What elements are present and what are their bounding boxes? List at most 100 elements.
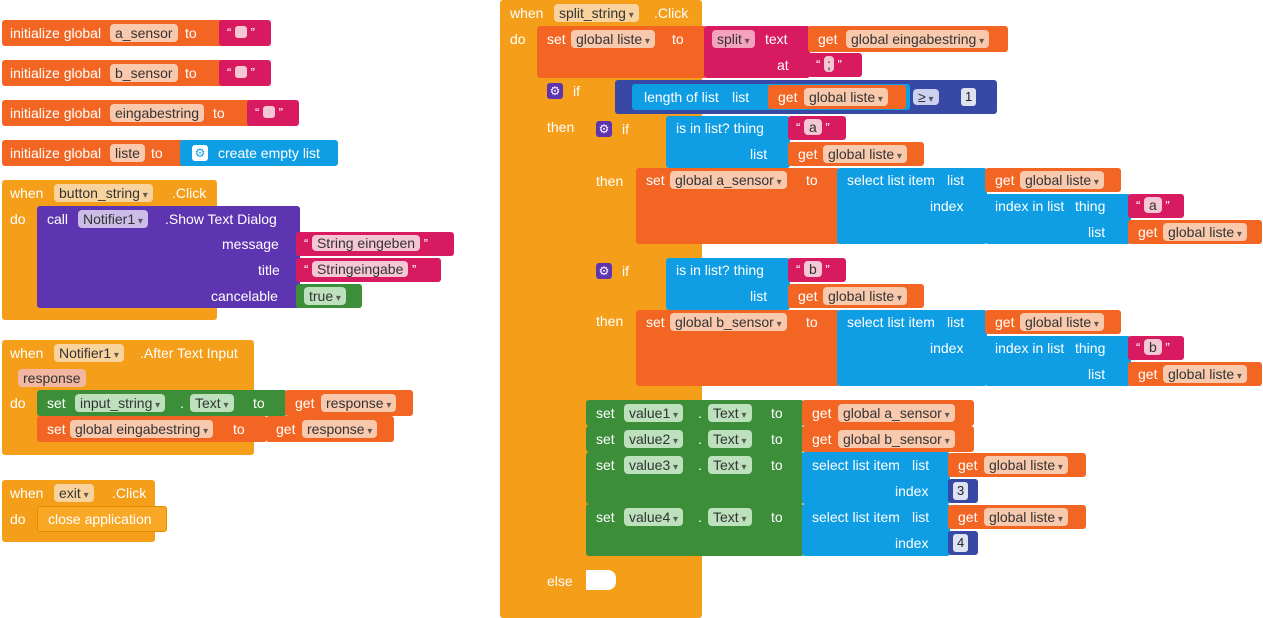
gear-icon[interactable]: ⚙ (547, 83, 563, 99)
get-global-liste-block[interactable]: get global liste (788, 142, 924, 166)
number-block[interactable]: 1 (956, 85, 986, 109)
select-list-item-value3-block[interactable]: select list item list index (802, 452, 950, 504)
close-application-block[interactable]: close application (37, 506, 167, 532)
component-dropdown[interactable]: exit (54, 484, 94, 502)
thing-string[interactable]: “ a ” (1130, 194, 1176, 218)
get-global-liste-block[interactable]: get global liste (1128, 362, 1262, 386)
get-global-liste-block[interactable]: get global liste (948, 505, 1086, 529)
thing-text-field[interactable]: a (1143, 197, 1162, 213)
thing-text-field[interactable]: a (803, 119, 822, 135)
property-dropdown[interactable]: Text (708, 404, 752, 422)
create-empty-list-block[interactable]: ⚙ create empty list (180, 140, 338, 166)
empty-text-field[interactable] (262, 106, 275, 118)
init-global-liste-block[interactable]: initialize global liste to (2, 140, 187, 166)
get-global-liste-block[interactable]: get global liste (768, 85, 906, 109)
get-global-a-sensor-block[interactable]: get global a_sensor (802, 400, 974, 426)
empty-string-value[interactable]: “ ” (221, 21, 261, 45)
property-dropdown[interactable]: Text (190, 394, 234, 412)
index-in-list-b-block[interactable]: index in list thing list (985, 336, 1131, 386)
variable-dropdown[interactable]: global eingabestring (70, 420, 214, 438)
thing-text-field[interactable]: b (1143, 339, 1162, 355)
empty-string-block[interactable]: “ ” (219, 20, 271, 46)
get-global-liste-block[interactable]: get global liste (948, 453, 1086, 477)
init-global-a-sensor-block[interactable]: initialize global a_sensor to (2, 20, 232, 46)
get-global-liste-block[interactable]: get global liste (985, 168, 1121, 192)
empty-text-field[interactable] (234, 26, 247, 38)
variable-dropdown[interactable]: global b_sensor (838, 430, 955, 448)
set-value2-text-block[interactable]: set value2 . Text to (586, 426, 804, 452)
message-string-block[interactable]: “ String eingeben ” (296, 232, 454, 256)
compare-dropdown[interactable]: ≥ (913, 87, 939, 109)
number-value[interactable]: 1 (961, 88, 977, 106)
variable-dropdown[interactable]: global eingabestring (846, 30, 990, 48)
notifier-dropdown[interactable]: Notifier1 (78, 210, 148, 228)
thing-string[interactable]: “ a ” (790, 116, 836, 140)
property-dropdown[interactable]: Text (708, 508, 752, 526)
global-var-name-field[interactable]: a_sensor (110, 24, 178, 42)
gear-icon[interactable]: ⚙ (596, 263, 612, 279)
empty-string-value[interactable]: “ ” (221, 61, 261, 85)
split-text-block[interactable]: split text at (704, 26, 810, 78)
component-dropdown[interactable]: value1 (624, 404, 684, 422)
gear-icon[interactable]: ⚙ (192, 145, 208, 161)
variable-dropdown[interactable]: global liste (984, 508, 1068, 526)
set-input-string-text-block[interactable]: set input_string . Text to (37, 390, 287, 416)
get-global-eingabestring-block[interactable]: get global eingabestring (808, 26, 1008, 52)
set-value3-text-block[interactable]: set value3 . Text to (586, 452, 804, 504)
index-in-list-a-block[interactable]: index in list thing list (985, 194, 1131, 244)
component-dropdown[interactable]: value4 (624, 508, 684, 526)
component-dropdown[interactable]: value2 (624, 430, 684, 448)
component-dropdown[interactable]: input_string (75, 394, 166, 412)
variable-dropdown[interactable]: global liste (1020, 171, 1104, 189)
number-value[interactable]: 4 (953, 534, 969, 552)
property-dropdown[interactable]: Text (708, 430, 752, 448)
set-value1-text-block[interactable]: set value1 . Text to (586, 400, 804, 426)
thing-a-string-block[interactable]: “ a ” (788, 116, 846, 140)
set-global-eingabestring-block[interactable]: set global eingabestring to (37, 416, 267, 442)
variable-dropdown[interactable]: global liste (823, 145, 907, 163)
select-list-item-value4-block[interactable]: select list item list index (802, 504, 950, 556)
global-var-name-field[interactable]: b_sensor (110, 64, 178, 82)
set-global-a-sensor-block[interactable]: set global a_sensor to (636, 168, 840, 244)
global-var-name-field[interactable]: liste (110, 144, 145, 162)
variable-dropdown[interactable]: global liste (984, 456, 1068, 474)
message-string[interactable]: “ String eingeben ” (298, 232, 434, 256)
get-global-liste-block[interactable]: get global liste (985, 310, 1121, 334)
response-parameter[interactable]: response (18, 369, 86, 387)
component-dropdown[interactable]: button_string (54, 184, 153, 202)
title-text-field[interactable]: Stringeingabe (311, 261, 409, 277)
else-empty-slot[interactable] (586, 570, 616, 590)
is-in-list-a-block[interactable]: is in list? thing list (666, 116, 790, 168)
title-string[interactable]: “ Stringeingabe ” (298, 258, 422, 282)
global-var-name-field[interactable]: eingabestring (110, 104, 205, 122)
true-boolean-block[interactable]: true (296, 284, 362, 308)
number-value[interactable]: 3 (953, 482, 969, 500)
number-block[interactable]: 3 (948, 479, 978, 503)
compare-operator[interactable]: ≥ (913, 89, 939, 105)
variable-dropdown[interactable]: global liste (1163, 365, 1247, 383)
component-dropdown[interactable]: value3 (624, 456, 684, 474)
thing-string[interactable]: “ b ” (1130, 336, 1176, 360)
thing-string[interactable]: “ b ” (790, 258, 836, 282)
variable-dropdown[interactable]: global liste (804, 88, 888, 106)
message-text-field[interactable]: String eingeben (311, 235, 421, 251)
get-response-block[interactable]: get response (285, 390, 413, 416)
gear-icon[interactable]: ⚙ (596, 121, 612, 137)
select-list-item-b-block[interactable]: select list item list index (837, 310, 987, 386)
variable-dropdown[interactable]: global liste (571, 30, 655, 48)
separator-string[interactable]: “ ; ” (810, 53, 848, 77)
variable-dropdown[interactable]: global b_sensor (670, 313, 787, 331)
variable-dropdown[interactable]: response (302, 420, 378, 438)
index-thing-a-string-block[interactable]: “ a ” (1128, 194, 1184, 218)
is-in-list-b-block[interactable]: is in list? thing list (666, 258, 790, 310)
split-dropdown[interactable]: split (712, 30, 755, 48)
variable-dropdown[interactable]: global a_sensor (670, 171, 787, 189)
init-global-eingabestring-block[interactable]: initialize global eingabestring to (2, 100, 252, 126)
empty-string-value[interactable]: “ ” (249, 101, 289, 125)
variable-dropdown[interactable]: global liste (823, 287, 907, 305)
call-show-text-dialog-block[interactable]: call Notifier1 .Show Text Dialog message… (37, 206, 300, 308)
variable-dropdown[interactable]: response (321, 394, 397, 412)
separator-text-field[interactable]: ; (823, 56, 834, 72)
init-global-b-sensor-block[interactable]: initialize global b_sensor to (2, 60, 232, 86)
set-global-liste-block[interactable]: set global liste to (537, 26, 707, 78)
